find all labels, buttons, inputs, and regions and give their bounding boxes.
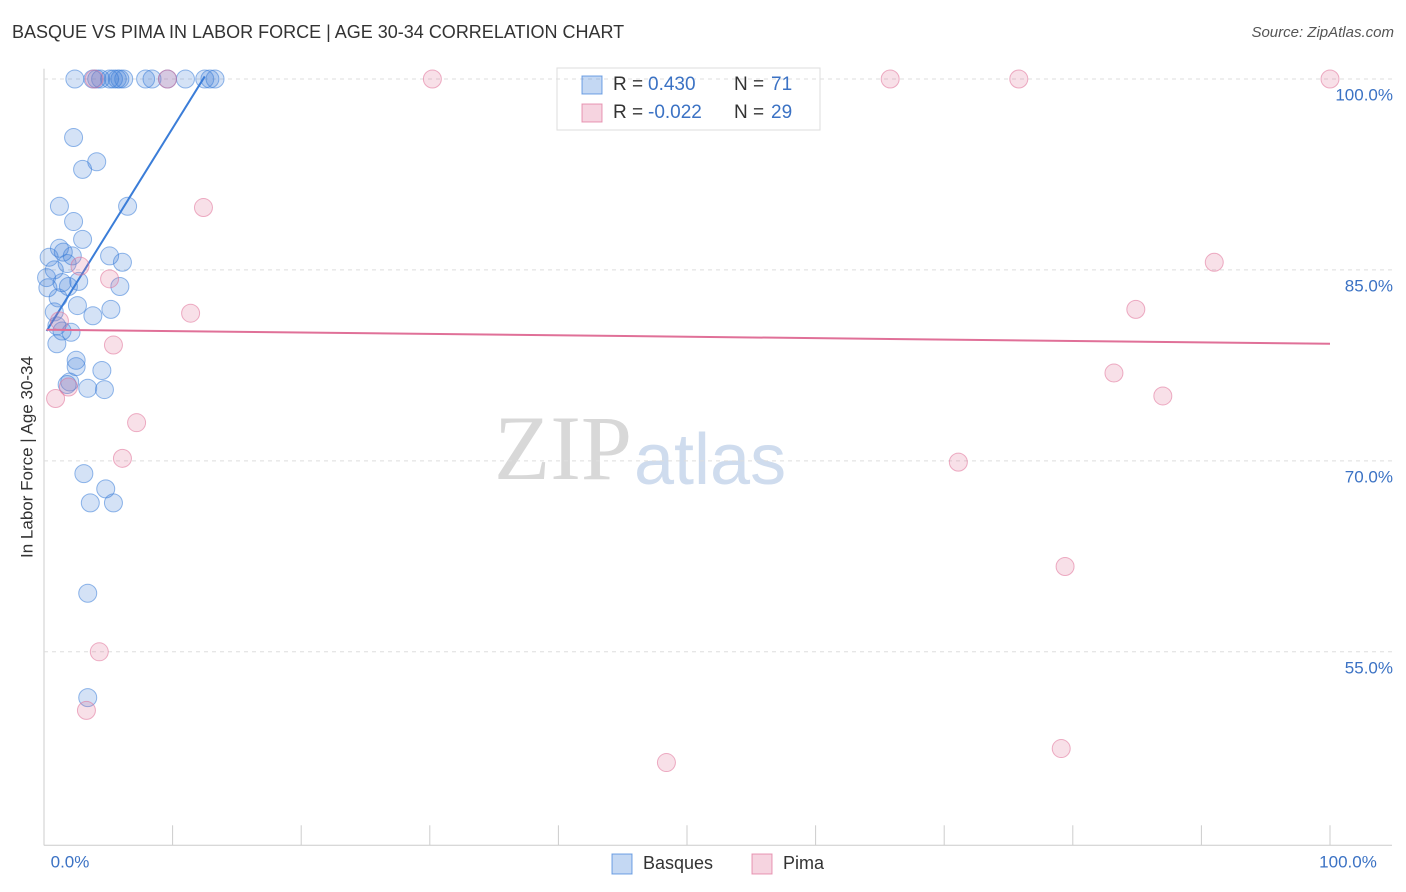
legend-label: N =: [734, 74, 764, 95]
legend-name: Pima: [783, 853, 825, 873]
point: [100, 269, 120, 289]
x-tick-label: 100.0%: [1319, 852, 1377, 871]
point: [94, 380, 114, 400]
point: [103, 335, 123, 355]
point: [73, 229, 93, 249]
legend-n: 29: [771, 102, 792, 123]
legend-r: 0.430: [648, 74, 696, 95]
point: [84, 69, 104, 89]
legend-n: 71: [771, 74, 792, 95]
point: [83, 306, 103, 326]
y-tick-label: 100.0%: [1335, 85, 1393, 104]
point: [1104, 363, 1124, 383]
point: [39, 247, 59, 267]
point: [78, 583, 98, 603]
point: [200, 69, 220, 89]
point: [64, 212, 84, 232]
point: [1320, 69, 1340, 89]
point: [112, 448, 132, 468]
point: [114, 69, 134, 89]
legend-swatch: [581, 75, 603, 95]
y-tick-label: 70.0%: [1345, 467, 1393, 486]
legend-box: [556, 67, 821, 131]
chart-title: BASQUE VS PIMA IN LABOR FORCE | AGE 30-3…: [12, 22, 624, 42]
y-tick-label: 55.0%: [1345, 658, 1393, 677]
point: [1009, 69, 1029, 89]
point: [880, 69, 900, 89]
point: [80, 493, 100, 513]
point: [44, 302, 64, 322]
point: [76, 700, 96, 720]
point: [157, 69, 177, 89]
point: [110, 276, 130, 296]
point: [1153, 386, 1173, 406]
legend-r: -0.022: [648, 102, 702, 123]
point: [74, 464, 94, 484]
point: [118, 196, 138, 216]
y-axis-label: In Labor Force | Age 30-34: [17, 356, 36, 558]
point: [1204, 252, 1224, 272]
source: Source: ZipAtlas.com: [1251, 24, 1394, 41]
point: [37, 268, 57, 288]
x-tick-label: 0.0%: [51, 852, 90, 871]
point: [78, 378, 98, 398]
point: [58, 377, 78, 397]
point: [101, 299, 121, 319]
point: [175, 69, 195, 89]
point: [46, 388, 66, 408]
legend-name: Basques: [643, 853, 713, 873]
point: [73, 159, 93, 179]
legend-label: R =: [613, 74, 643, 95]
trend-line: [45, 75, 206, 332]
point: [112, 252, 132, 272]
point: [1126, 299, 1146, 319]
point: [142, 69, 162, 89]
point: [1055, 557, 1075, 577]
legend-swatch: [751, 853, 773, 875]
watermark: atlas: [634, 420, 786, 500]
legend-label: R =: [613, 102, 643, 123]
point: [49, 311, 69, 331]
point: [1051, 739, 1071, 759]
legend-swatch: [581, 103, 603, 123]
point: [64, 128, 84, 148]
point: [49, 196, 69, 216]
point: [89, 642, 109, 662]
point: [103, 493, 123, 513]
legend-label: N =: [734, 102, 764, 123]
point: [70, 256, 90, 276]
point: [47, 334, 67, 354]
point: [61, 322, 81, 342]
point: [656, 753, 676, 773]
point: [67, 296, 87, 316]
point: [205, 69, 225, 89]
point: [65, 69, 85, 89]
point: [422, 69, 442, 89]
point: [136, 69, 156, 89]
point: [66, 350, 86, 370]
legend: [556, 67, 821, 131]
point: [948, 452, 968, 472]
point: [193, 198, 213, 218]
point: [92, 360, 112, 380]
y-tick-label: 85.0%: [1345, 276, 1393, 295]
point: [38, 278, 58, 298]
trend-line: [46, 328, 1331, 345]
watermark: ZIP: [494, 397, 632, 499]
legend-swatch: [611, 853, 633, 875]
point: [181, 303, 201, 323]
point: [127, 413, 147, 433]
